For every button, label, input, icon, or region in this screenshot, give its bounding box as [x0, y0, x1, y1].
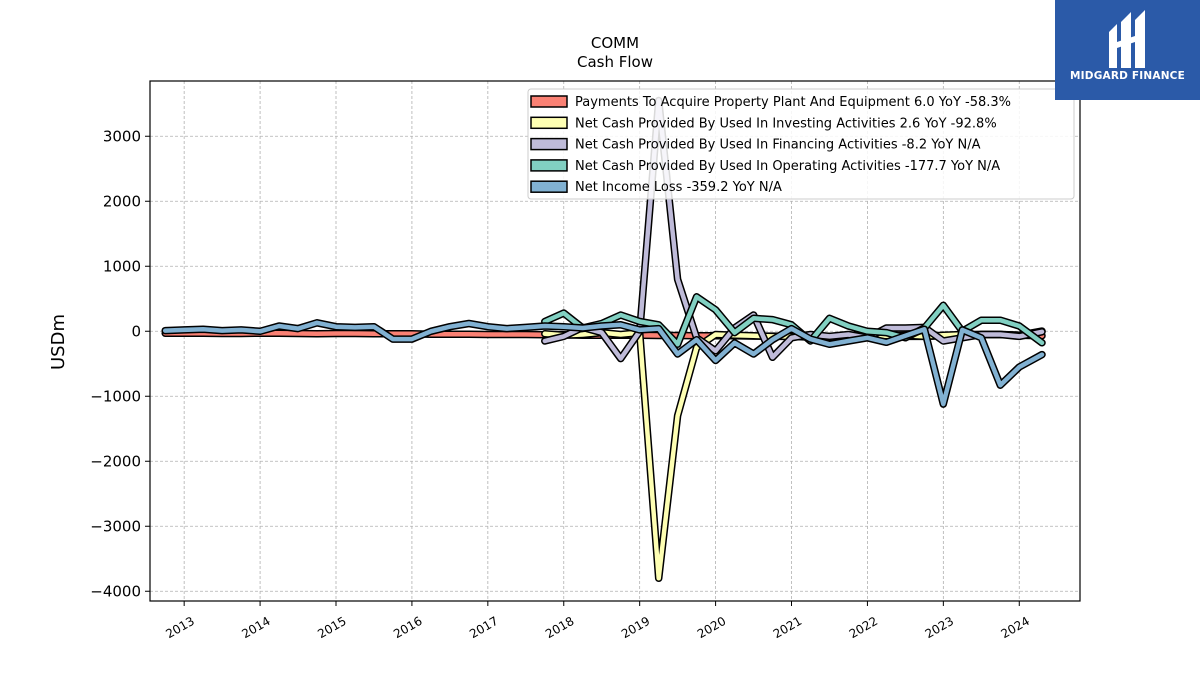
legend: Payments To Acquire Property Plant And E…	[527, 88, 1075, 200]
legend-swatch	[530, 137, 568, 151]
y-axis-label: USDm	[48, 314, 69, 370]
legend-swatch	[530, 180, 568, 193]
x-tick-label: 2013	[163, 614, 196, 641]
x-tick-label: 2016	[391, 614, 424, 641]
x-tick-label: 2021	[771, 614, 804, 641]
series-1-line	[542, 328, 1045, 581]
x-tick-label: 2024	[999, 614, 1032, 641]
y-tick-label: 2000	[103, 192, 141, 210]
legend-entry: Net Cash Provided By Used In Investing A…	[575, 116, 997, 131]
logo-text: MIDGARD FINANCE	[1070, 70, 1185, 82]
y-tick-label: 1000	[103, 257, 141, 275]
y-tick-label: 3000	[103, 127, 141, 145]
x-tick-label: 2014	[239, 614, 272, 641]
legend-entry: Net Cash Provided By Used In Operating A…	[575, 159, 1000, 174]
legend-entry: Net Cash Provided By Used In Financing A…	[575, 138, 981, 153]
x-tick-label: 2019	[619, 614, 652, 641]
legend-entry: Net Income Loss -359.2 YoY N/A	[575, 180, 782, 195]
legend-swatch	[530, 95, 568, 108]
legend-box	[527, 88, 1075, 200]
x-tick-label: 2022	[847, 614, 880, 641]
x-tick-label: 2015	[315, 614, 348, 641]
x-tick-label: 2018	[543, 614, 576, 641]
legend-entry: Payments To Acquire Property Plant And E…	[575, 95, 1011, 110]
legend-swatch	[530, 116, 568, 130]
y-tick-label: 0	[131, 322, 141, 340]
midgard-finance-logo: MIDGARD FINANCE	[1055, 0, 1200, 100]
axes-frame	[149, 80, 1081, 602]
chart-subtitle: Cash Flow	[577, 53, 653, 71]
series-2-line	[542, 98, 1045, 361]
y-tick-label: −4000	[90, 582, 141, 600]
y-tick-label: −2000	[90, 452, 141, 470]
axes: −4000 −3000 −2000 −1000 0 1000 2000 3000 2013 201…	[90, 80, 1081, 641]
logo-mark-icon	[1109, 10, 1145, 68]
x-tick-label: 2023	[923, 614, 956, 641]
legend-swatch	[530, 159, 568, 172]
x-tick-label: 2020	[695, 614, 728, 641]
y-tick-label: −3000	[90, 517, 141, 535]
plot-area	[161, 96, 1046, 583]
series-3-line	[542, 294, 1045, 347]
series-4-line	[162, 320, 1045, 407]
y-tick-label: −1000	[90, 387, 141, 405]
series-1-outline	[541, 327, 1046, 583]
chart-title: COMM	[591, 34, 639, 52]
x-tick-label: 2017	[467, 614, 500, 641]
